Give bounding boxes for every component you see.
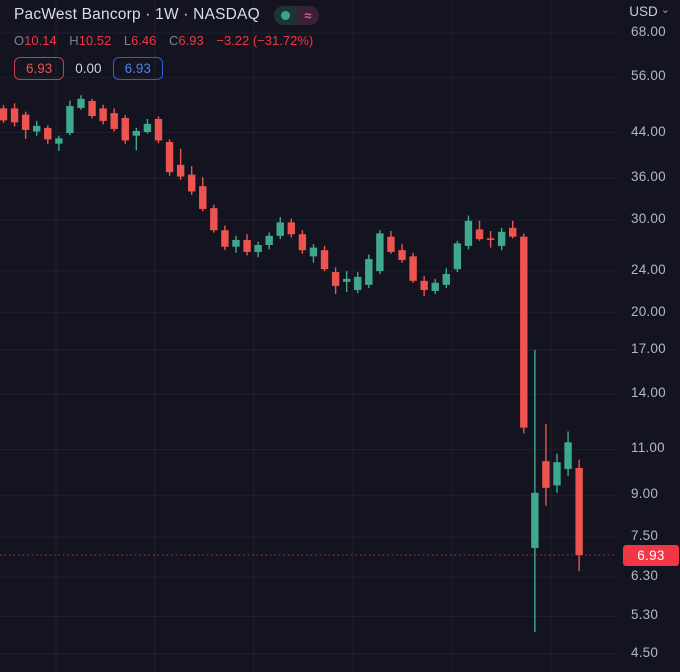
candle: [553, 453, 561, 493]
candle: [187, 166, 196, 195]
ohlc-row: O10.14 H10.52 L6.46 C6.93 −3.22 (−31.72%…: [14, 33, 319, 48]
high-value: 10.52: [78, 33, 112, 48]
candle: [55, 135, 63, 151]
low-value: 6.46: [131, 33, 157, 48]
price-axis-label: 6.30: [631, 567, 659, 583]
currency-selector[interactable]: USD ⌄: [629, 4, 670, 19]
price-axis-label: 24.00: [631, 262, 666, 278]
candle: [243, 234, 251, 256]
candle: [542, 423, 550, 506]
candle: [531, 349, 539, 632]
candle: [66, 100, 74, 136]
candle: [331, 267, 340, 295]
buy-price-button[interactable]: 6.93: [112, 57, 163, 80]
market-status-toggle[interactable]: ≈: [273, 5, 319, 25]
price-axis-label: 30.00: [631, 211, 666, 227]
candle: [520, 233, 528, 434]
change-value: −3.22 (−31.72%): [216, 33, 314, 48]
open-label: O: [14, 33, 25, 48]
candle: [77, 95, 85, 110]
candle: [342, 271, 351, 293]
price-axis[interactable]: 6.93 68.00 56.00 44.00 36.00 30.00 24.00 20.00…: [618, 0, 680, 672]
candle: [44, 125, 52, 145]
candle: [21, 111, 30, 139]
close-value: 6.93: [178, 33, 204, 48]
price-axis-label: 56.00: [631, 68, 666, 84]
candles: [0, 95, 583, 632]
price-axis-label: 44.00: [631, 123, 666, 139]
candle: [409, 252, 417, 283]
price-axis-label: 14.00: [631, 385, 666, 401]
trade-buttons: 6.93 0.00 6.93: [14, 57, 319, 80]
candle: [398, 244, 406, 263]
price-axis-label: 20.00: [631, 303, 666, 319]
market-open-dot-icon: [280, 10, 290, 20]
candle: [298, 230, 307, 254]
candle: [10, 103, 19, 127]
candle: [165, 139, 174, 176]
chart-legend: PacWest Bancorp · 1W · NASDAQ ≈ O10.14 H…: [14, 4, 319, 80]
currency-label: USD: [629, 4, 658, 19]
extended-hours-icon: ≈: [296, 5, 319, 25]
candle: [475, 220, 484, 241]
candle: [575, 459, 583, 572]
candle: [254, 241, 262, 258]
candle: [564, 431, 572, 476]
price-axis-label: 68.00: [631, 24, 666, 40]
candle: [132, 127, 141, 151]
open-value: 10.14: [24, 33, 57, 48]
candle: [420, 275, 428, 297]
candle: [154, 116, 163, 144]
price-axis-label: 5.30: [631, 607, 659, 623]
market-status-segment: [273, 5, 297, 25]
close-label: C: [169, 33, 179, 48]
candle: [199, 177, 207, 212]
price-axis-label: 9.00: [631, 486, 659, 502]
spread-value: 0.00: [75, 61, 102, 76]
candle: [143, 118, 152, 134]
candle: [453, 240, 462, 273]
candle: [287, 218, 296, 238]
price-axis-label: 11.00: [631, 440, 665, 456]
candle: [99, 104, 107, 125]
high-label: H: [69, 33, 79, 48]
candle: [121, 115, 129, 144]
candle: [210, 204, 218, 233]
candle: [486, 231, 495, 248]
symbol-title[interactable]: PacWest Bancorp · 1W · NASDAQ: [14, 6, 260, 23]
candle: [442, 268, 450, 288]
candle: [265, 232, 273, 250]
candle: [497, 227, 506, 251]
candle: [365, 254, 373, 288]
candle: [431, 278, 439, 295]
candle: [320, 245, 329, 272]
chart-grid: [0, 0, 616, 672]
candle: [376, 230, 384, 274]
price-axis-label: 17.00: [631, 340, 666, 356]
price-axis-label: 4.50: [631, 644, 659, 660]
candle: [88, 98, 96, 119]
candle: [354, 272, 362, 294]
candle: [0, 105, 8, 123]
candle: [33, 120, 41, 136]
candle: [110, 108, 118, 132]
candle: [509, 220, 517, 239]
candle: [232, 235, 240, 253]
candle: [276, 217, 284, 240]
low-label: L: [123, 33, 132, 48]
sell-price-button[interactable]: 6.93: [14, 57, 65, 80]
chevron-down-icon: ⌄: [660, 4, 670, 16]
candle: [221, 225, 229, 251]
candle: [176, 148, 185, 180]
candle: [387, 231, 395, 254]
candle: [464, 215, 473, 250]
current-price-tag: 6.93: [623, 544, 679, 566]
candle: [309, 244, 318, 263]
price-axis-label: 7.50: [631, 527, 659, 543]
price-axis-label: 36.00: [631, 169, 666, 185]
